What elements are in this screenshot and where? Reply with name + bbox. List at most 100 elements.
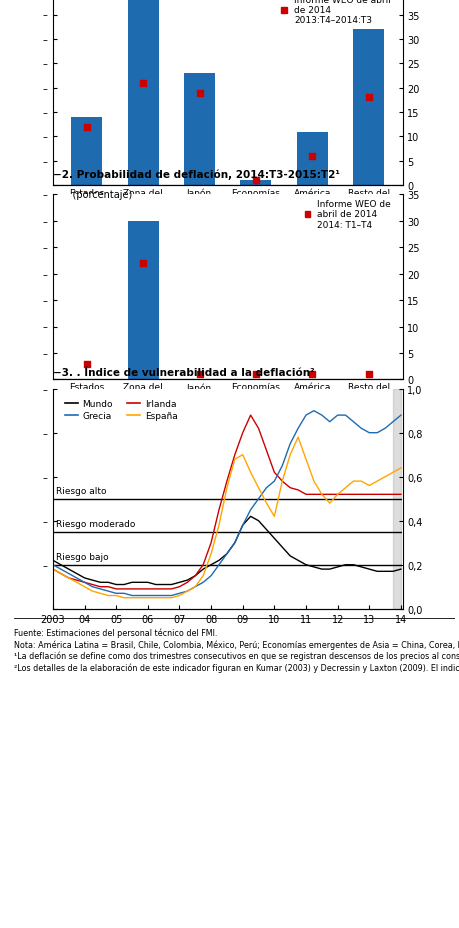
Irlanda: [334, 489, 340, 500]
Irlanda: [279, 476, 285, 487]
Grecia: [287, 439, 292, 450]
España: [295, 432, 300, 444]
Grecia: [302, 410, 308, 421]
España: [50, 564, 56, 575]
España: [74, 577, 79, 588]
Mundo: [319, 564, 324, 575]
Mundo: [240, 520, 245, 531]
Point: [364, 367, 371, 382]
Grecia: [389, 417, 395, 428]
Grecia: [381, 423, 387, 434]
Text: –: –: [42, 384, 47, 394]
Grecia: [121, 588, 127, 599]
Irlanda: [129, 584, 134, 595]
Grecia: [192, 582, 198, 593]
Mundo: [50, 555, 56, 566]
Irlanda: [366, 489, 371, 500]
Point: [139, 256, 146, 271]
Legend: Informe WEO de
abril de 2014
2014: T1–T4: Informe WEO de abril de 2014 2014: T1–T4: [304, 200, 390, 229]
Irlanda: [82, 577, 87, 588]
Grecia: [137, 590, 142, 601]
Mundo: [200, 564, 206, 575]
España: [342, 483, 347, 494]
Mundo: [66, 564, 71, 575]
Text: –: –: [42, 216, 47, 226]
Point: [83, 120, 90, 135]
Grecia: [366, 428, 371, 439]
Bar: [71, 118, 102, 186]
España: [366, 481, 371, 492]
España: [240, 450, 245, 461]
Grecia: [58, 564, 63, 575]
Irlanda: [358, 489, 364, 500]
Point: [308, 149, 315, 164]
Grecia: [208, 571, 213, 582]
España: [113, 590, 119, 601]
Mundo: [389, 566, 395, 577]
España: [129, 592, 134, 603]
Mundo: [74, 568, 79, 579]
Grecia: [247, 505, 253, 516]
España: [145, 592, 150, 603]
Mundo: [161, 579, 166, 590]
Mundo: [137, 577, 142, 588]
Grecia: [231, 537, 237, 548]
Mundo: [271, 534, 276, 545]
España: [231, 454, 237, 465]
Text: –: –: [42, 35, 47, 45]
Mundo: [255, 516, 261, 527]
Grecia: [82, 577, 87, 588]
Bar: [353, 30, 383, 186]
Line: Mundo: Mundo: [53, 517, 400, 585]
Grecia: [50, 560, 56, 571]
Legend: Informe WEO de abril
de 2014
2013:T4–2014:T3: Informe WEO de abril de 2014 2013:T4–201…: [281, 0, 390, 25]
Mundo: [366, 564, 371, 575]
Text: –: –: [42, 322, 47, 332]
España: [176, 590, 182, 601]
Mundo: [247, 511, 253, 522]
Grecia: [224, 548, 229, 560]
Irlanda: [113, 584, 119, 595]
Text: −3. . Índice de vulnerabilidad a la deflación²: −3. . Índice de vulnerabilidad a la defl…: [53, 367, 314, 378]
Grecia: [358, 423, 364, 434]
Grecia: [129, 590, 134, 601]
Text: –: –: [42, 157, 47, 166]
Point: [252, 174, 259, 188]
Mundo: [397, 564, 403, 575]
Mundo: [97, 577, 103, 588]
Mundo: [82, 573, 87, 584]
España: [168, 592, 174, 603]
Text: (porcentaje): (porcentaje): [60, 189, 132, 200]
Mundo: [216, 555, 221, 566]
Text: –: –: [42, 10, 47, 20]
España: [105, 590, 111, 601]
Point: [196, 86, 203, 101]
Point: [139, 76, 146, 91]
Irlanda: [66, 573, 71, 584]
Irlanda: [350, 489, 355, 500]
Mundo: [105, 577, 111, 588]
Line: España: España: [53, 438, 400, 598]
Text: –: –: [42, 296, 47, 306]
España: [334, 489, 340, 500]
Grecia: [279, 460, 285, 471]
España: [350, 476, 355, 487]
Irlanda: [97, 582, 103, 593]
Irlanda: [168, 584, 174, 595]
Grecia: [74, 573, 79, 584]
Irlanda: [137, 584, 142, 595]
Point: [308, 367, 315, 382]
Text: –: –: [42, 108, 47, 118]
Text: −2. Probabilidad de deflación, 2014:T3-2015:T2¹: −2. Probabilidad de deflación, 2014:T3-2…: [53, 169, 339, 180]
Mundo: [342, 560, 347, 571]
Mundo: [184, 575, 190, 586]
Irlanda: [389, 489, 395, 500]
Irlanda: [295, 484, 300, 496]
España: [255, 483, 261, 494]
Grecia: [161, 590, 166, 601]
Grecia: [153, 590, 158, 601]
Irlanda: [263, 445, 269, 457]
Text: –: –: [42, 428, 47, 438]
Mundo: [302, 560, 308, 571]
España: [184, 586, 190, 597]
